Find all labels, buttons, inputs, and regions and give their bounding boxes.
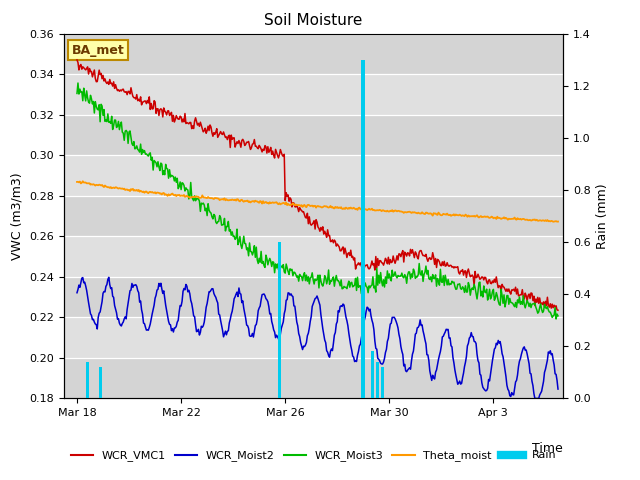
Bar: [64, 34, 563, 74]
Text: BA_met: BA_met: [72, 44, 124, 57]
Bar: [64, 277, 563, 317]
Bar: [371, 351, 374, 398]
Y-axis label: VWC (m3/m3): VWC (m3/m3): [11, 172, 24, 260]
Bar: [381, 367, 384, 398]
Bar: [86, 362, 89, 398]
Bar: [64, 358, 563, 398]
Bar: [376, 362, 379, 398]
Bar: [362, 60, 365, 398]
Bar: [99, 367, 102, 398]
Legend: WCR_VMC1, WCR_Moist2, WCR_Moist3, Theta_moist, Rain: WCR_VMC1, WCR_Moist2, WCR_Moist3, Theta_…: [66, 446, 561, 466]
Text: Time: Time: [532, 442, 563, 455]
Y-axis label: Rain (mm): Rain (mm): [596, 183, 609, 249]
Title: Soil Moisture: Soil Moisture: [264, 13, 363, 28]
Bar: [64, 115, 563, 155]
Bar: [278, 242, 282, 398]
Bar: [64, 196, 563, 236]
